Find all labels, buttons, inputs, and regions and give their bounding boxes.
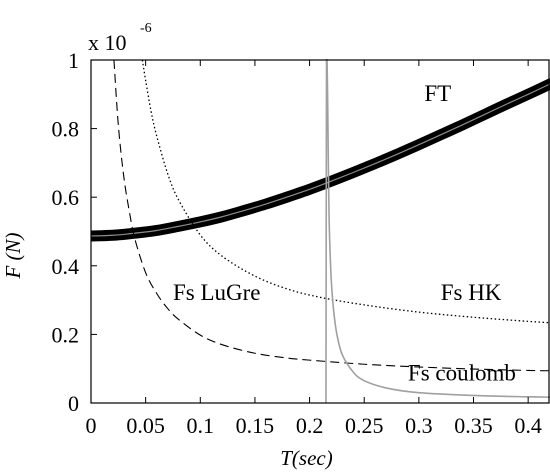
x-tick-label: 0.25 [345,413,384,438]
x-tick-label: 0.2 [296,413,324,438]
annotation-fs-hk: Fs HK [441,280,502,305]
y-tick-label: 0.6 [52,185,80,210]
labels-layer: 0 0.05 0.1 0.15 0.2 0.25 0.3 0.35 0.4 0 0.2 0.4 0.6 0… [1,21,542,470]
ticks-layer [90,59,529,404]
x-tick-label: 0.15 [236,413,275,438]
series-line-fs-hk [141,59,550,324]
y-axis-multiplier-exponent: -6 [140,21,152,36]
x-tick-label: 0.35 [454,413,493,438]
y-tick-label: 0 [68,391,79,416]
series-line-fs-coulomb [325,59,550,403]
x-tick-label: 0.05 [126,413,165,438]
x-tick-label: 0 [86,413,97,438]
series-highlight-ft [91,83,550,237]
y-tick-label: 1 [68,48,79,73]
x-tick-label: 0.4 [514,413,542,438]
plot-frame [90,59,550,404]
series-line-ft [91,78,550,242]
annotation-fs-lugre: Fs LuGre [173,280,261,305]
annotation-fs-coulomb: Fs coulomb [408,361,516,386]
series-layer [91,59,550,403]
y-axis-title: F (N) [1,232,25,279]
x-axis-title: T(sec) [280,446,332,470]
y-axis-multiplier: x 10 [88,30,127,55]
series-line-fs-lugre [113,59,550,372]
x-tick-label: 0.3 [405,413,433,438]
annotation-ft: FT [424,81,451,106]
y-tick-label: 0.8 [52,117,80,142]
y-tick-label: 0.4 [52,254,80,279]
y-tick-label: 0.2 [52,322,80,347]
x-tick-label: 0.1 [187,413,215,438]
